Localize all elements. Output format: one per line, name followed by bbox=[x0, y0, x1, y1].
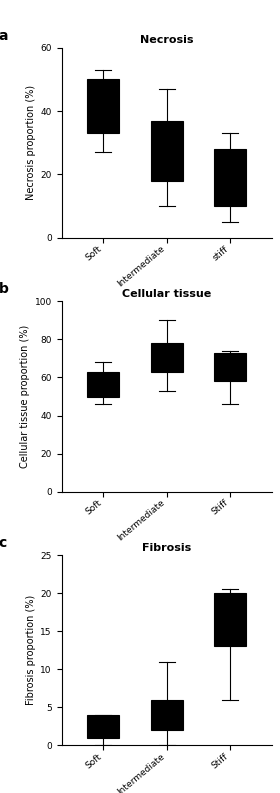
Y-axis label: Necrosis proportion (%): Necrosis proportion (%) bbox=[26, 85, 36, 201]
PathPatch shape bbox=[87, 372, 119, 396]
Title: Fibrosis: Fibrosis bbox=[142, 543, 191, 553]
PathPatch shape bbox=[151, 343, 183, 372]
Title: Necrosis: Necrosis bbox=[140, 36, 193, 45]
Y-axis label: Fibrosis proportion (%): Fibrosis proportion (%) bbox=[26, 595, 36, 706]
Text: b: b bbox=[0, 282, 8, 297]
Text: a: a bbox=[0, 29, 8, 43]
PathPatch shape bbox=[87, 79, 119, 133]
PathPatch shape bbox=[151, 121, 183, 181]
PathPatch shape bbox=[151, 699, 183, 730]
Title: Cellular tissue: Cellular tissue bbox=[122, 289, 211, 299]
PathPatch shape bbox=[214, 593, 246, 646]
Text: Elasticity groups (kPa): Elasticity groups (kPa) bbox=[112, 318, 221, 328]
Text: Elasticity groups (kPa): Elasticity groups (kPa) bbox=[112, 572, 221, 581]
PathPatch shape bbox=[214, 353, 246, 381]
PathPatch shape bbox=[214, 149, 246, 206]
PathPatch shape bbox=[87, 715, 119, 737]
Text: c: c bbox=[0, 536, 7, 550]
Y-axis label: Cellular tissue proportion (%): Cellular tissue proportion (%) bbox=[20, 325, 31, 468]
